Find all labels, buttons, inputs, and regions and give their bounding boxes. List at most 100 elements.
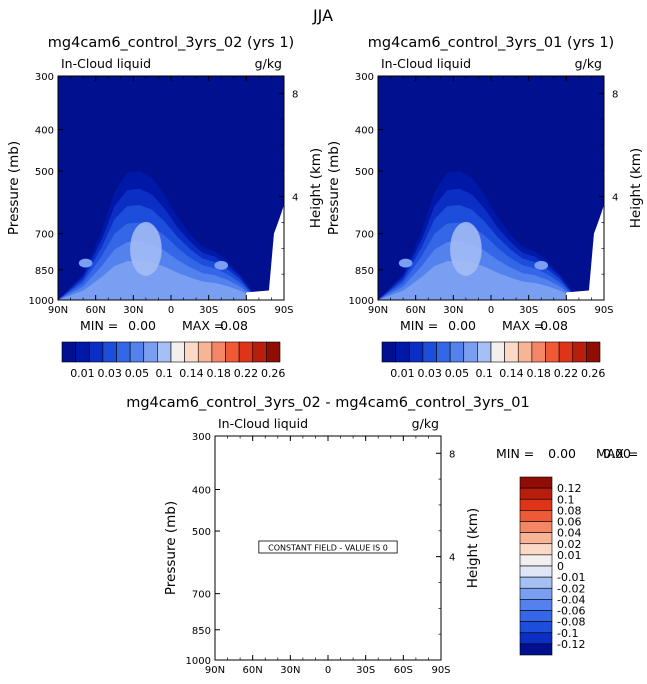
- colorbar-swatch: [519, 587, 553, 600]
- x-tick-label: 0: [488, 305, 494, 316]
- colorbar-label: 0.26: [261, 367, 286, 380]
- y-tick-label: 700: [35, 230, 54, 241]
- colorbar-label: 0.01: [390, 367, 415, 380]
- colorbar-swatch: [519, 498, 553, 511]
- colorbar-swatch: [517, 341, 533, 363]
- min-label: MIN =: [496, 446, 534, 461]
- colorbar-label: 0.01: [70, 367, 95, 380]
- constant-field-annotation: CONSTANT FIELD - VALUE IS 0: [268, 544, 388, 553]
- colorbar-swatch: [519, 554, 553, 567]
- contour-band: [378, 260, 582, 300]
- y-tick-label: 300: [192, 432, 211, 443]
- colorbar-swatch: [184, 341, 199, 363]
- min-label: MIN =: [80, 318, 118, 333]
- panel-c: mg4cam6_control_3yrs_02 - mg4cam6_contro…: [126, 395, 638, 676]
- colorbar-swatch: [129, 341, 145, 363]
- contour-blob: [130, 222, 162, 276]
- contour-blob: [534, 260, 549, 270]
- x-tick-label: 60N: [243, 665, 263, 676]
- colorbar-swatch: [225, 341, 240, 363]
- colorbar-label: 0.03: [417, 367, 442, 380]
- colorbar-swatch: [519, 643, 553, 656]
- colorbar-label: 0.05: [445, 367, 470, 380]
- colorbar-swatch: [211, 341, 226, 363]
- panel-b: mg4cam6_control_3yrs_01 (yrs 1) In-Cloud …: [326, 35, 644, 333]
- x-tick-label: 0: [168, 305, 174, 316]
- colorbar-swatch: [61, 341, 76, 363]
- y-tick-label: 500: [192, 527, 211, 538]
- colorbar-label: 0.22: [234, 367, 259, 380]
- x-tick-label: 60S: [237, 305, 256, 316]
- x-tick-label: 60S: [394, 665, 413, 676]
- colorbar-label: -0.06: [557, 605, 585, 618]
- height-tick-label: 4: [612, 193, 618, 204]
- x-tick-label: 60N: [406, 305, 426, 316]
- colorbar-swatch: [88, 341, 104, 363]
- colorbar-swatch: [157, 341, 172, 363]
- x-tick-label: 30S: [199, 305, 218, 316]
- colorbar-label: -0.12: [557, 638, 585, 651]
- colorbar-swatch: [558, 341, 574, 363]
- max-label: MAX =: [502, 318, 544, 333]
- colorbar-swatch: [143, 341, 158, 363]
- contour-blob: [78, 258, 93, 268]
- colorbar-swatch: [381, 341, 396, 363]
- colorbar-swatch: [519, 565, 553, 578]
- y-tick-label: 300: [35, 72, 54, 83]
- colorbar-swatch: [519, 543, 553, 556]
- missing-region: [566, 204, 604, 300]
- colorbar-swatch: [504, 341, 519, 363]
- colorbar-label: -0.02: [557, 582, 585, 595]
- colorbar-label: 0.06: [557, 516, 582, 529]
- max-label: MAX =: [182, 318, 224, 333]
- units-label: g/kg: [412, 416, 439, 431]
- colorbar-label: 0.1: [155, 367, 173, 380]
- colorbar-label: 0.1: [475, 367, 493, 380]
- colorbar-swatch: [170, 341, 185, 363]
- y-tick-label: 1000: [29, 296, 54, 307]
- y-tick-label: 850: [192, 626, 211, 637]
- figure-title: JJA: [312, 6, 333, 25]
- field-label: In-Cloud liquid: [218, 416, 308, 431]
- y-axis-label-right: Height (km): [308, 148, 324, 228]
- height-tick-label: 8: [449, 449, 455, 460]
- colorbar-label: 0.08: [557, 504, 582, 517]
- x-tick-label: 60S: [557, 305, 576, 316]
- colorbar-swatch: [436, 341, 451, 363]
- x-tick-label: 30N: [280, 665, 300, 676]
- y-axis-label: Pressure (mb): [326, 141, 342, 235]
- panel-title: mg4cam6_control_3yrs_01 (yrs 1): [368, 35, 614, 51]
- panel-title: mg4cam6_control_3yrs_02 - mg4cam6_contro…: [126, 395, 530, 411]
- max-value: 0.00: [603, 446, 631, 461]
- x-tick-label: 30N: [123, 305, 143, 316]
- colorbar-a: 0.01 0.03 0.05 0.1 0.14 0.18 0.22 0.26: [61, 341, 286, 380]
- colorbar-swatch: [238, 341, 254, 363]
- colorbar-swatch: [545, 341, 560, 363]
- colorbar-swatch: [519, 532, 553, 545]
- x-tick-label: 90N: [48, 305, 68, 316]
- panel-title: mg4cam6_control_3yrs_02 (yrs 1): [48, 35, 294, 51]
- y-tick-label: 300: [355, 72, 374, 83]
- x-tick-label: 30S: [356, 665, 375, 676]
- min-label: MIN =: [400, 318, 438, 333]
- colorbar-label: 0.1: [557, 493, 575, 506]
- colorbar-c: 0.120.10.080.060.040.020.010-0.01-0.02-0…: [519, 476, 585, 656]
- colorbar-swatch: [102, 341, 117, 363]
- colorbar-label: 0.18: [206, 367, 231, 380]
- y-tick-label: 700: [192, 590, 211, 601]
- colorbar-label: 0.26: [581, 367, 606, 380]
- colorbar-label: 0.22: [554, 367, 579, 380]
- colorbar-label: 0.14: [179, 367, 204, 380]
- min-value: 0.00: [448, 318, 476, 333]
- colorbar-swatch: [422, 341, 437, 363]
- y-tick-label: 400: [35, 126, 54, 137]
- max-value: 0.08: [540, 318, 568, 333]
- colorbar-swatch: [519, 576, 553, 589]
- x-tick-label: 90S: [594, 305, 613, 316]
- colorbar-label: 0.18: [526, 367, 551, 380]
- height-tick-label: 8: [612, 89, 618, 100]
- x-tick-label: 60N: [86, 305, 106, 316]
- colorbar-label: 0: [557, 560, 564, 573]
- colorbar-swatch: [395, 341, 410, 363]
- colorbar-swatch: [266, 341, 281, 363]
